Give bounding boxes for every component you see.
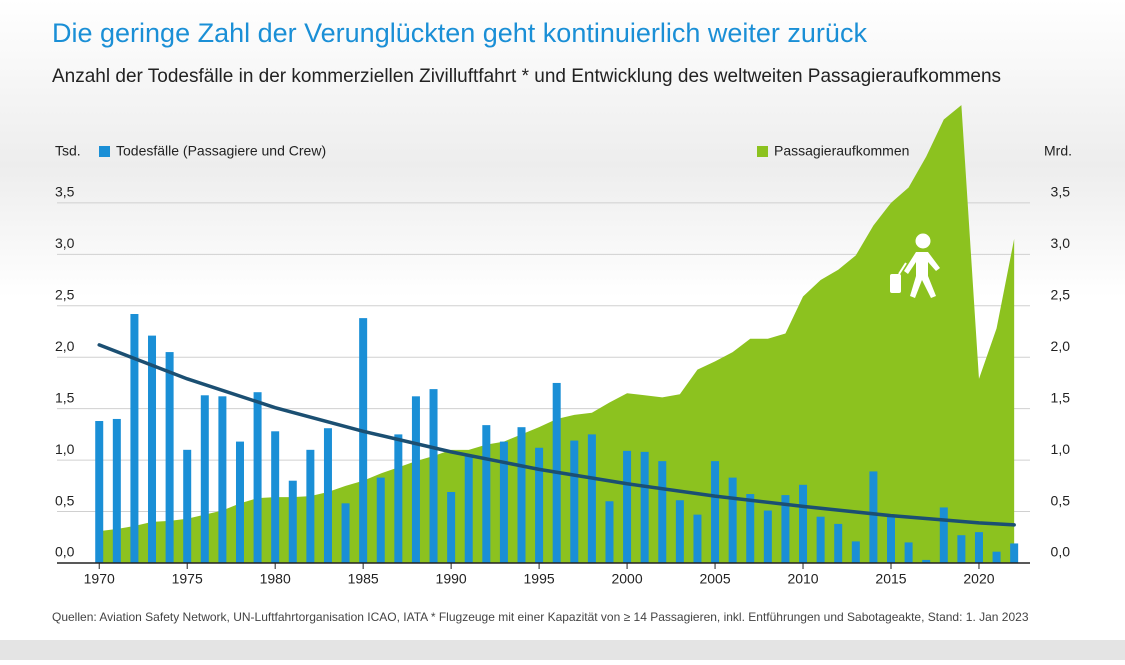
trend-line bbox=[97, 343, 1016, 527]
x-tick-label: 2005 bbox=[699, 571, 730, 587]
bar bbox=[623, 450, 632, 563]
y2-axis-label: Mrd. bbox=[1044, 143, 1072, 159]
x-tick-label: 1980 bbox=[260, 571, 291, 587]
y2-tick-label: 2,5 bbox=[1051, 286, 1071, 302]
bar bbox=[517, 427, 526, 563]
bar bbox=[974, 532, 983, 563]
bar bbox=[341, 503, 350, 563]
bar bbox=[447, 492, 456, 563]
y-tick-label: 1,5 bbox=[55, 389, 75, 405]
y-tick-label: 2,0 bbox=[55, 338, 75, 354]
bar bbox=[130, 314, 139, 563]
y-tick-label: 1,0 bbox=[55, 441, 75, 457]
bar bbox=[640, 451, 649, 563]
bar bbox=[148, 335, 157, 563]
bar bbox=[922, 559, 931, 563]
footer-band bbox=[0, 640, 1125, 660]
legend-label: Todesfälle (Passagiere und Crew) bbox=[116, 143, 326, 159]
bar bbox=[183, 449, 192, 563]
bar bbox=[235, 441, 244, 563]
bar bbox=[746, 494, 755, 563]
area bbox=[99, 105, 1015, 564]
y-tick-label: 0,0 bbox=[55, 544, 75, 560]
legend-swatch bbox=[99, 146, 110, 157]
x-tick-label: 1970 bbox=[84, 571, 115, 587]
y2-tick-label: 0,5 bbox=[1051, 492, 1071, 508]
bar bbox=[376, 477, 385, 563]
bar bbox=[1010, 543, 1019, 563]
y2-tick-label: 3,5 bbox=[1051, 184, 1071, 200]
bar bbox=[675, 500, 684, 563]
y-tick-label: 3,5 bbox=[55, 184, 75, 200]
bar bbox=[781, 495, 790, 563]
y-tick-label: 2,5 bbox=[55, 286, 75, 302]
y-tick-label: 0,5 bbox=[55, 492, 75, 508]
x-tick-label: 2020 bbox=[963, 571, 994, 587]
bar bbox=[939, 507, 948, 563]
y2-tick-label: 1,0 bbox=[1051, 441, 1071, 457]
x-tick-label: 2015 bbox=[875, 571, 906, 587]
bar bbox=[165, 352, 174, 563]
bar bbox=[834, 523, 843, 563]
bar bbox=[693, 514, 702, 563]
traveller-icon bbox=[890, 233, 940, 298]
bar bbox=[799, 484, 808, 563]
bar bbox=[535, 447, 544, 563]
bar bbox=[218, 396, 227, 563]
chart-title: Die geringe Zahl der Verunglückten geht … bbox=[52, 18, 867, 48]
y-tick-label: 3,0 bbox=[55, 235, 75, 251]
bar bbox=[658, 461, 667, 563]
bar bbox=[306, 449, 315, 563]
icon-body bbox=[904, 252, 940, 298]
bar bbox=[728, 477, 737, 563]
icon-suitcase bbox=[890, 274, 901, 293]
x-tick-label: 1990 bbox=[436, 571, 467, 587]
bar bbox=[887, 516, 895, 563]
bar bbox=[605, 501, 614, 563]
legend-swatch bbox=[757, 146, 768, 157]
bar bbox=[570, 440, 579, 563]
legend-label: Passagieraufkommen bbox=[774, 143, 909, 159]
y2-tick-label: 1,5 bbox=[1051, 389, 1071, 405]
bar bbox=[499, 441, 508, 563]
x-tick-label: 2010 bbox=[787, 571, 818, 587]
bar bbox=[957, 535, 966, 563]
bar bbox=[95, 421, 104, 563]
bar bbox=[464, 454, 473, 563]
chart-subtitle: Anzahl der Todesfälle in der kommerziell… bbox=[52, 66, 1001, 87]
bar bbox=[323, 428, 332, 563]
x-tick-label: 2000 bbox=[611, 571, 642, 587]
y2-tick-label: 0,0 bbox=[1051, 544, 1071, 560]
bar bbox=[411, 396, 420, 563]
bar bbox=[869, 471, 878, 563]
icon-handle bbox=[898, 262, 907, 275]
y2-tick-label: 2,0 bbox=[1051, 338, 1071, 354]
bar bbox=[253, 392, 262, 563]
bar bbox=[394, 434, 403, 563]
bar bbox=[816, 516, 825, 563]
bar bbox=[200, 395, 209, 563]
bar bbox=[429, 389, 438, 563]
bar bbox=[482, 425, 491, 563]
icon-head bbox=[915, 233, 931, 249]
y2-tick-label: 3,0 bbox=[1051, 235, 1071, 251]
bar bbox=[288, 480, 297, 563]
bar bbox=[271, 431, 280, 563]
x-tick-label: 1995 bbox=[524, 571, 555, 587]
bar bbox=[904, 542, 913, 563]
bar bbox=[763, 510, 772, 563]
bar bbox=[711, 461, 720, 563]
x-tick-label: 1985 bbox=[348, 571, 379, 587]
bar bbox=[359, 318, 368, 563]
bar bbox=[112, 418, 121, 563]
source-note: Quellen: Aviation Safety Network, UN-Luf… bbox=[52, 610, 1029, 624]
y-axis-label: Tsd. bbox=[55, 143, 81, 159]
bar bbox=[587, 434, 596, 563]
bar bbox=[851, 541, 860, 563]
x-tick-label: 1975 bbox=[172, 571, 203, 587]
bar bbox=[992, 551, 1001, 563]
